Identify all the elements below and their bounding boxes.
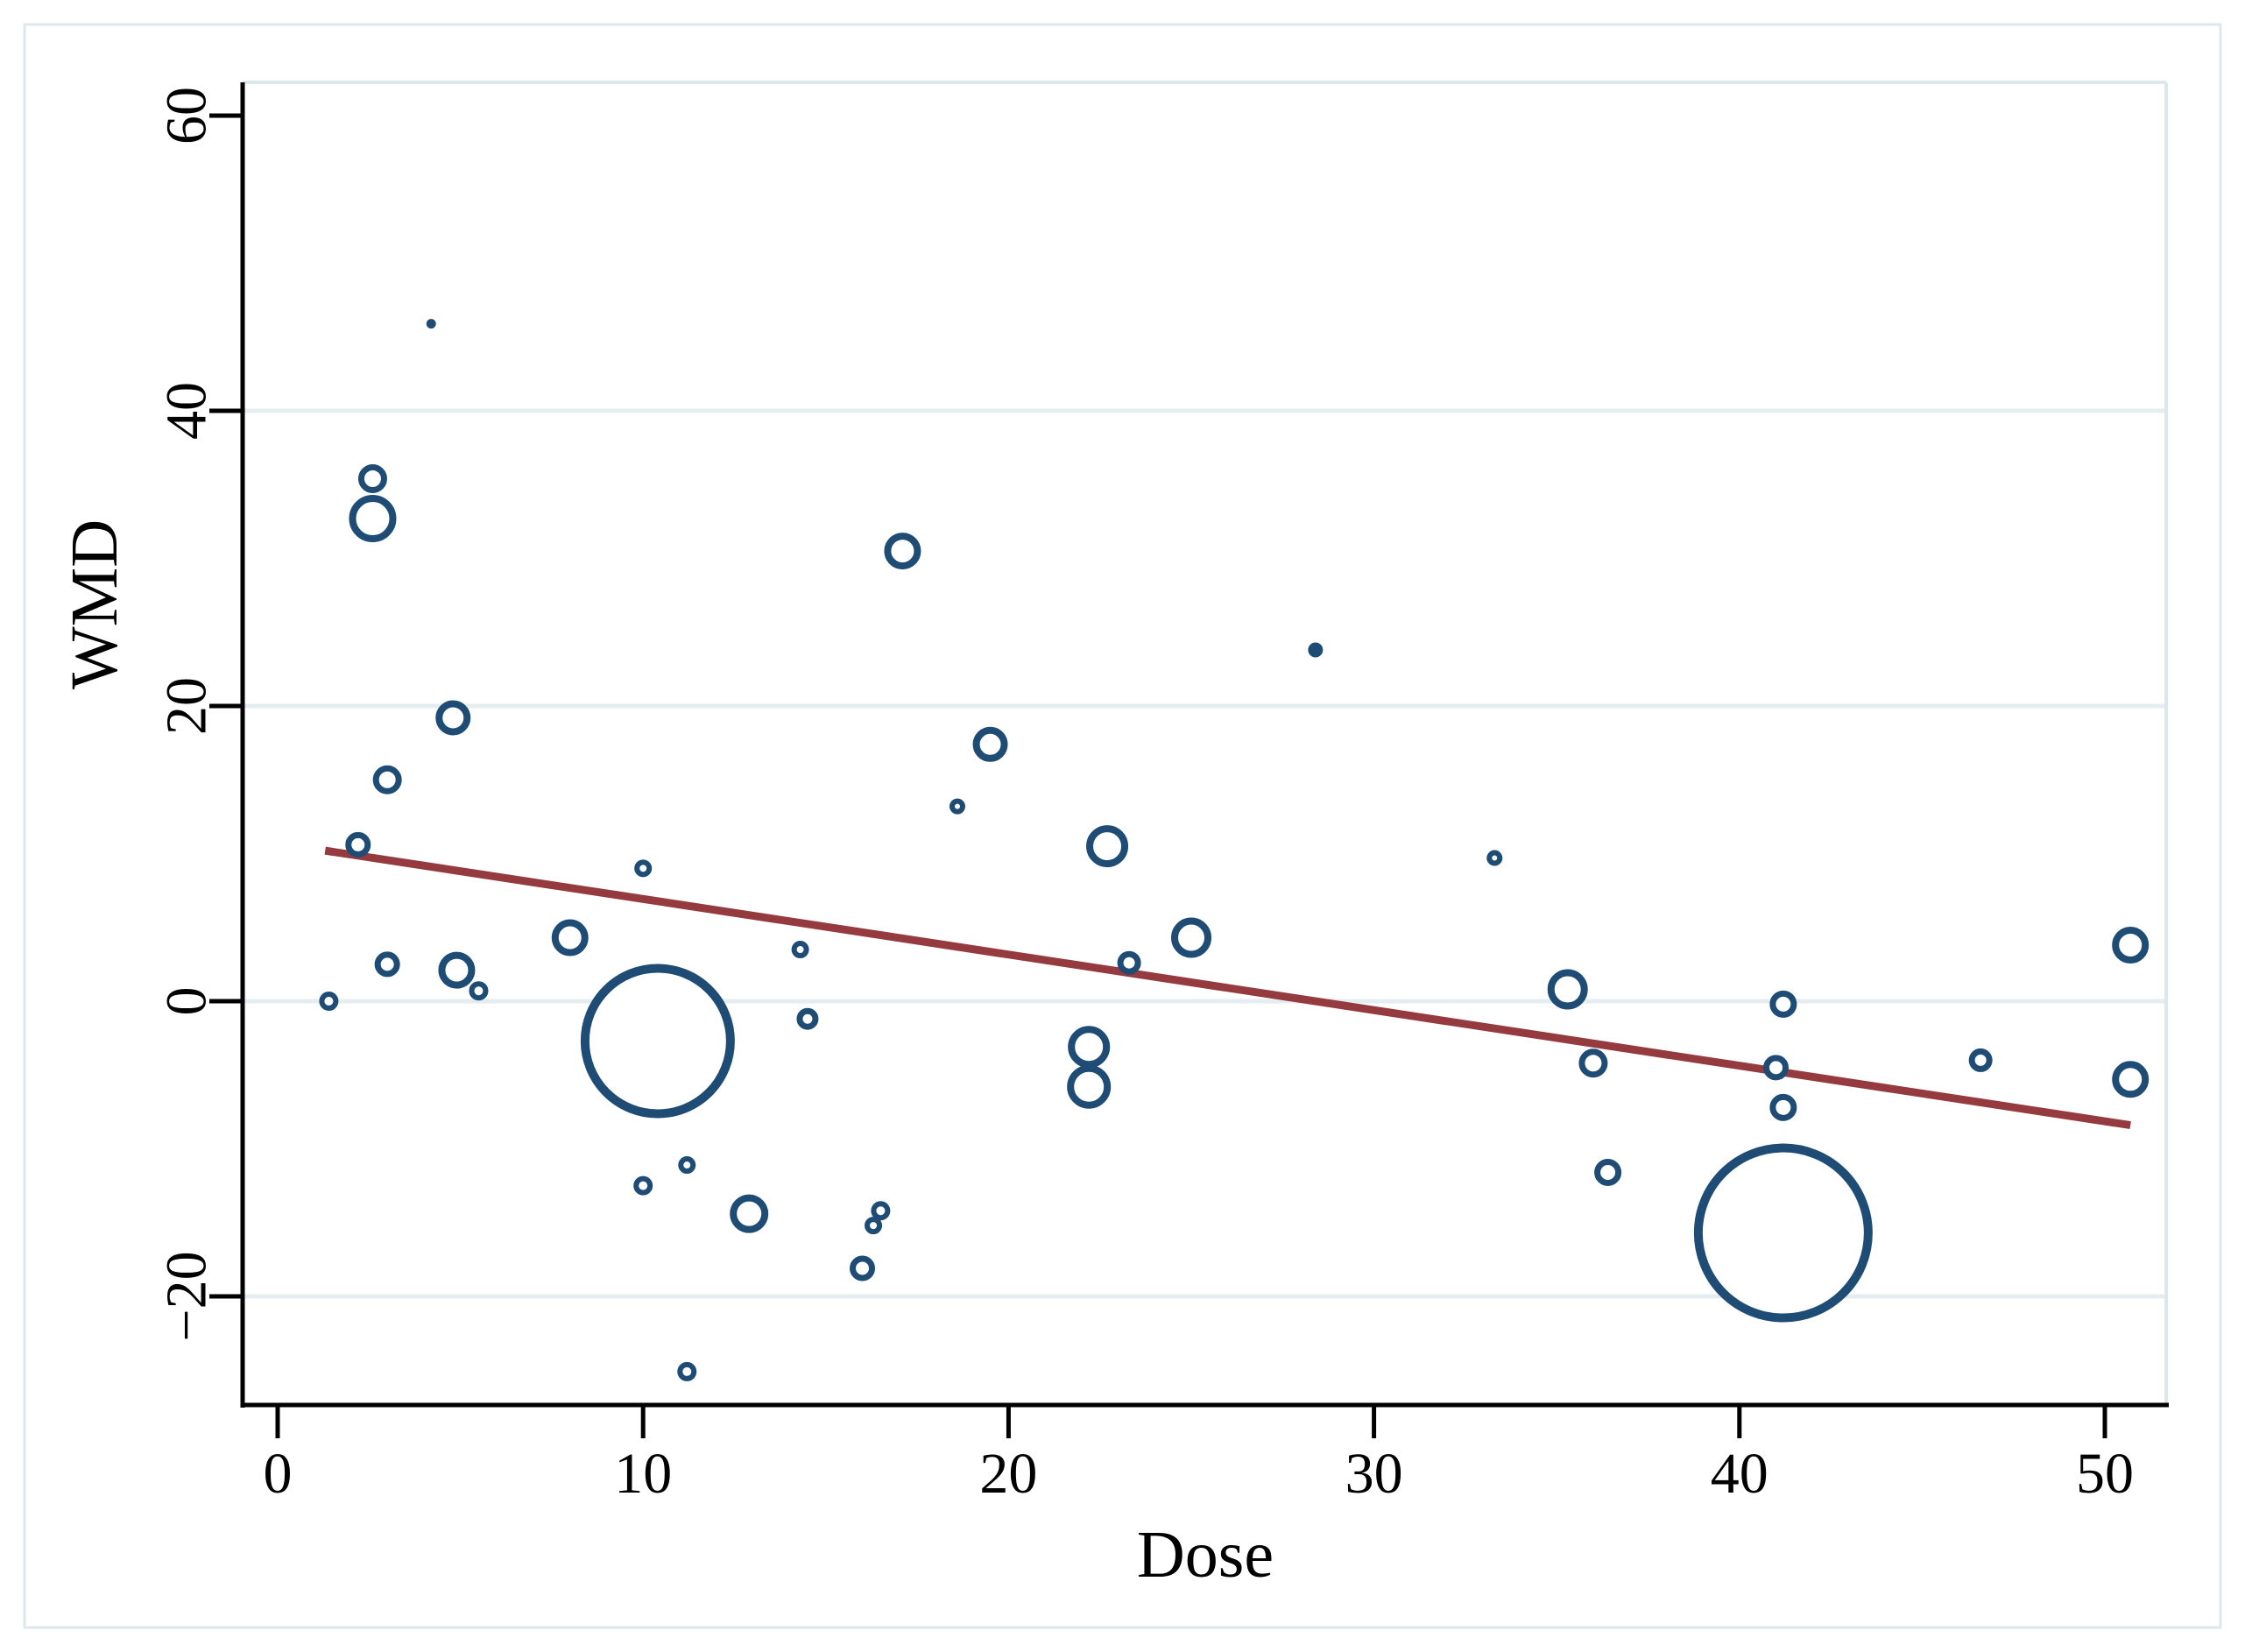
bubble-point xyxy=(345,831,371,858)
bubble-point xyxy=(791,941,809,959)
bubble-point xyxy=(469,981,489,1001)
bubble-point xyxy=(730,1194,769,1233)
y-tick-label: −20 xyxy=(155,1251,219,1341)
bubble-point xyxy=(850,1255,876,1281)
bubble-point xyxy=(633,1175,653,1196)
x-axis-title: Dose xyxy=(1137,1518,1274,1592)
bubble-point xyxy=(435,700,471,736)
bubble-point xyxy=(1769,1093,1797,1121)
bubble-point xyxy=(1763,1055,1790,1081)
bubble-point xyxy=(865,1217,883,1235)
bubble-point xyxy=(357,464,387,494)
bubble-point xyxy=(1968,1048,1993,1072)
axes xyxy=(240,82,2169,1408)
y-tick-label: 60 xyxy=(155,87,219,145)
bubble-point xyxy=(1693,1143,1873,1323)
bubble-point xyxy=(426,319,436,329)
bubble-point xyxy=(1068,1026,1111,1069)
bubble-point xyxy=(372,765,402,794)
bubble-point xyxy=(634,859,653,878)
regression-line-group xyxy=(324,846,2131,1129)
bubble-point xyxy=(871,1201,891,1221)
bubble-group xyxy=(319,319,2150,1381)
bubble-point xyxy=(2112,926,2150,964)
bubble-point xyxy=(884,533,921,570)
plot-border xyxy=(243,81,2168,1405)
bubble-point xyxy=(551,919,589,957)
bubble-point xyxy=(1171,917,1211,958)
bubble-point xyxy=(1594,1158,1622,1186)
bubble-point xyxy=(677,1361,697,1381)
bubble-point xyxy=(972,726,1008,762)
bubble-point xyxy=(349,495,397,543)
y-tick-label: 40 xyxy=(155,382,219,440)
x-tick-label: 20 xyxy=(979,1442,1037,1506)
bubble-point xyxy=(2112,1061,2150,1098)
bubble-point xyxy=(319,992,339,1011)
outer-border xyxy=(23,23,2222,1629)
bubble-point xyxy=(678,1156,696,1175)
bubble-point xyxy=(796,1007,819,1030)
bubble-point xyxy=(580,964,735,1119)
x-tick-label: 0 xyxy=(264,1442,293,1506)
y-tick-label: 0 xyxy=(155,987,219,1016)
x-tick-label: 50 xyxy=(2076,1442,2134,1506)
bubble-point xyxy=(1578,1048,1608,1078)
bubble-point xyxy=(374,951,400,978)
y-axis-title: WMD xyxy=(58,519,131,689)
bubble-point xyxy=(1067,1064,1112,1109)
bubble-point xyxy=(949,798,965,815)
bubble-point xyxy=(1086,825,1129,868)
bubble-point xyxy=(1308,642,1324,658)
gridlines xyxy=(243,408,2166,1299)
bubble-point xyxy=(438,951,476,989)
bubble-point xyxy=(1547,969,1588,1010)
x-tick-label: 30 xyxy=(1345,1442,1403,1506)
tick-marks xyxy=(209,113,2107,1438)
bubble-point xyxy=(1769,990,1797,1018)
x-tick-label: 10 xyxy=(614,1442,672,1506)
x-tick-label: 40 xyxy=(1711,1442,1768,1506)
bubble-point xyxy=(1486,850,1503,866)
y-tick-label: 20 xyxy=(155,677,219,735)
regression-line xyxy=(324,846,2131,1129)
bubble-point xyxy=(1117,950,1141,975)
tick-labels: 60 40 20 0 −20 0 10 20 30 40 50 xyxy=(155,87,2135,1506)
